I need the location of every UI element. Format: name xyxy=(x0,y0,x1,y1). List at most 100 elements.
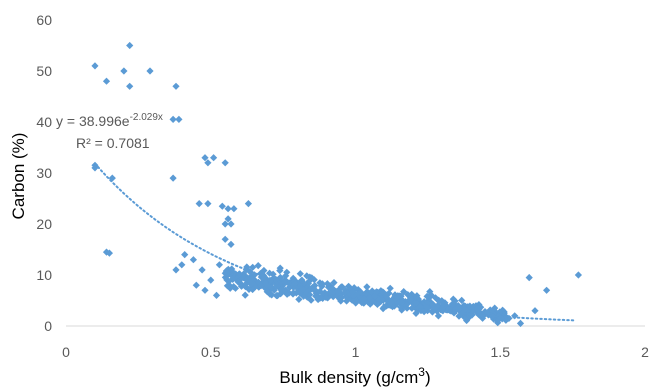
data-point xyxy=(367,296,375,304)
data-point xyxy=(146,67,154,75)
data-point xyxy=(312,292,320,300)
data-point xyxy=(500,308,508,316)
data-point xyxy=(349,288,357,296)
data-point xyxy=(408,290,416,298)
data-point xyxy=(283,290,291,298)
data-point xyxy=(221,235,229,243)
data-point xyxy=(443,303,451,311)
data-point xyxy=(340,289,349,297)
data-point xyxy=(406,297,414,305)
data-point xyxy=(105,249,113,257)
data-point xyxy=(404,291,412,299)
data-point xyxy=(303,272,311,280)
data-point xyxy=(306,291,314,299)
data-point xyxy=(277,290,285,298)
x-tick-label: 0 xyxy=(62,344,70,360)
y-tick-label: 60 xyxy=(36,12,52,28)
data-point xyxy=(269,270,277,278)
data-point xyxy=(525,273,533,282)
data-point xyxy=(248,284,256,292)
data-point xyxy=(225,277,233,285)
data-point xyxy=(475,307,483,315)
data-point xyxy=(395,298,403,306)
data-point xyxy=(230,205,238,213)
data-point xyxy=(102,77,111,85)
data-point xyxy=(169,174,177,182)
data-point xyxy=(189,256,197,264)
data-point xyxy=(120,67,128,75)
data-point xyxy=(204,200,212,208)
data-point xyxy=(227,240,235,248)
x-tick-label: 1.5 xyxy=(491,344,511,360)
data-point xyxy=(427,291,435,299)
data-point xyxy=(234,278,242,286)
data-point xyxy=(366,300,374,308)
data-point xyxy=(424,304,432,312)
data-point xyxy=(424,299,432,307)
data-point xyxy=(449,295,457,303)
data-point xyxy=(347,295,355,303)
data-point xyxy=(371,292,379,300)
data-point xyxy=(373,300,381,308)
data-point xyxy=(360,294,368,302)
data-point xyxy=(254,262,262,270)
data-point xyxy=(262,279,270,287)
data-point xyxy=(231,284,240,292)
data-point xyxy=(494,312,502,320)
data-point xyxy=(531,307,539,315)
data-point xyxy=(374,294,382,302)
data-point xyxy=(379,295,387,303)
data-point xyxy=(178,261,186,269)
trendline-equation: y = 38.996e-2.029x xyxy=(56,112,163,129)
data-point xyxy=(303,293,311,301)
data-point xyxy=(268,283,276,291)
data-point xyxy=(363,283,371,291)
data-point xyxy=(390,300,398,308)
data-point xyxy=(296,288,304,296)
data-point xyxy=(354,286,362,294)
data-point xyxy=(328,284,337,292)
data-point xyxy=(234,274,242,282)
data-points xyxy=(91,41,582,328)
trendline xyxy=(94,162,577,322)
data-point xyxy=(249,263,257,271)
data-point xyxy=(440,300,448,308)
data-point xyxy=(466,302,474,310)
data-point xyxy=(310,276,318,284)
data-point xyxy=(574,271,582,279)
data-point xyxy=(353,290,361,298)
data-point xyxy=(376,292,384,300)
data-point xyxy=(245,285,253,293)
data-point xyxy=(431,304,439,312)
data-point xyxy=(298,276,306,284)
data-point xyxy=(338,283,346,291)
data-point xyxy=(283,268,291,276)
data-point xyxy=(397,292,405,300)
data-point xyxy=(316,287,324,295)
data-point xyxy=(360,299,368,307)
data-point xyxy=(455,306,463,314)
data-point xyxy=(91,164,99,172)
data-point xyxy=(502,316,510,324)
data-point xyxy=(268,291,276,299)
data-point xyxy=(516,319,525,328)
data-point xyxy=(434,312,442,320)
data-point xyxy=(498,315,506,323)
data-point xyxy=(210,154,218,162)
data-point xyxy=(425,296,433,304)
data-point xyxy=(330,279,338,287)
y-tick-label: 30 xyxy=(36,165,52,181)
data-point xyxy=(198,266,206,274)
y-tick-label: 40 xyxy=(36,114,52,130)
data-point xyxy=(201,154,209,162)
data-point xyxy=(289,274,297,282)
data-point xyxy=(126,82,134,90)
data-point xyxy=(272,292,281,300)
data-point xyxy=(263,288,271,296)
data-point xyxy=(505,314,513,322)
data-point xyxy=(221,220,229,228)
data-point xyxy=(257,282,265,290)
data-point xyxy=(491,304,499,312)
data-point xyxy=(494,316,502,324)
data-point xyxy=(227,220,235,228)
